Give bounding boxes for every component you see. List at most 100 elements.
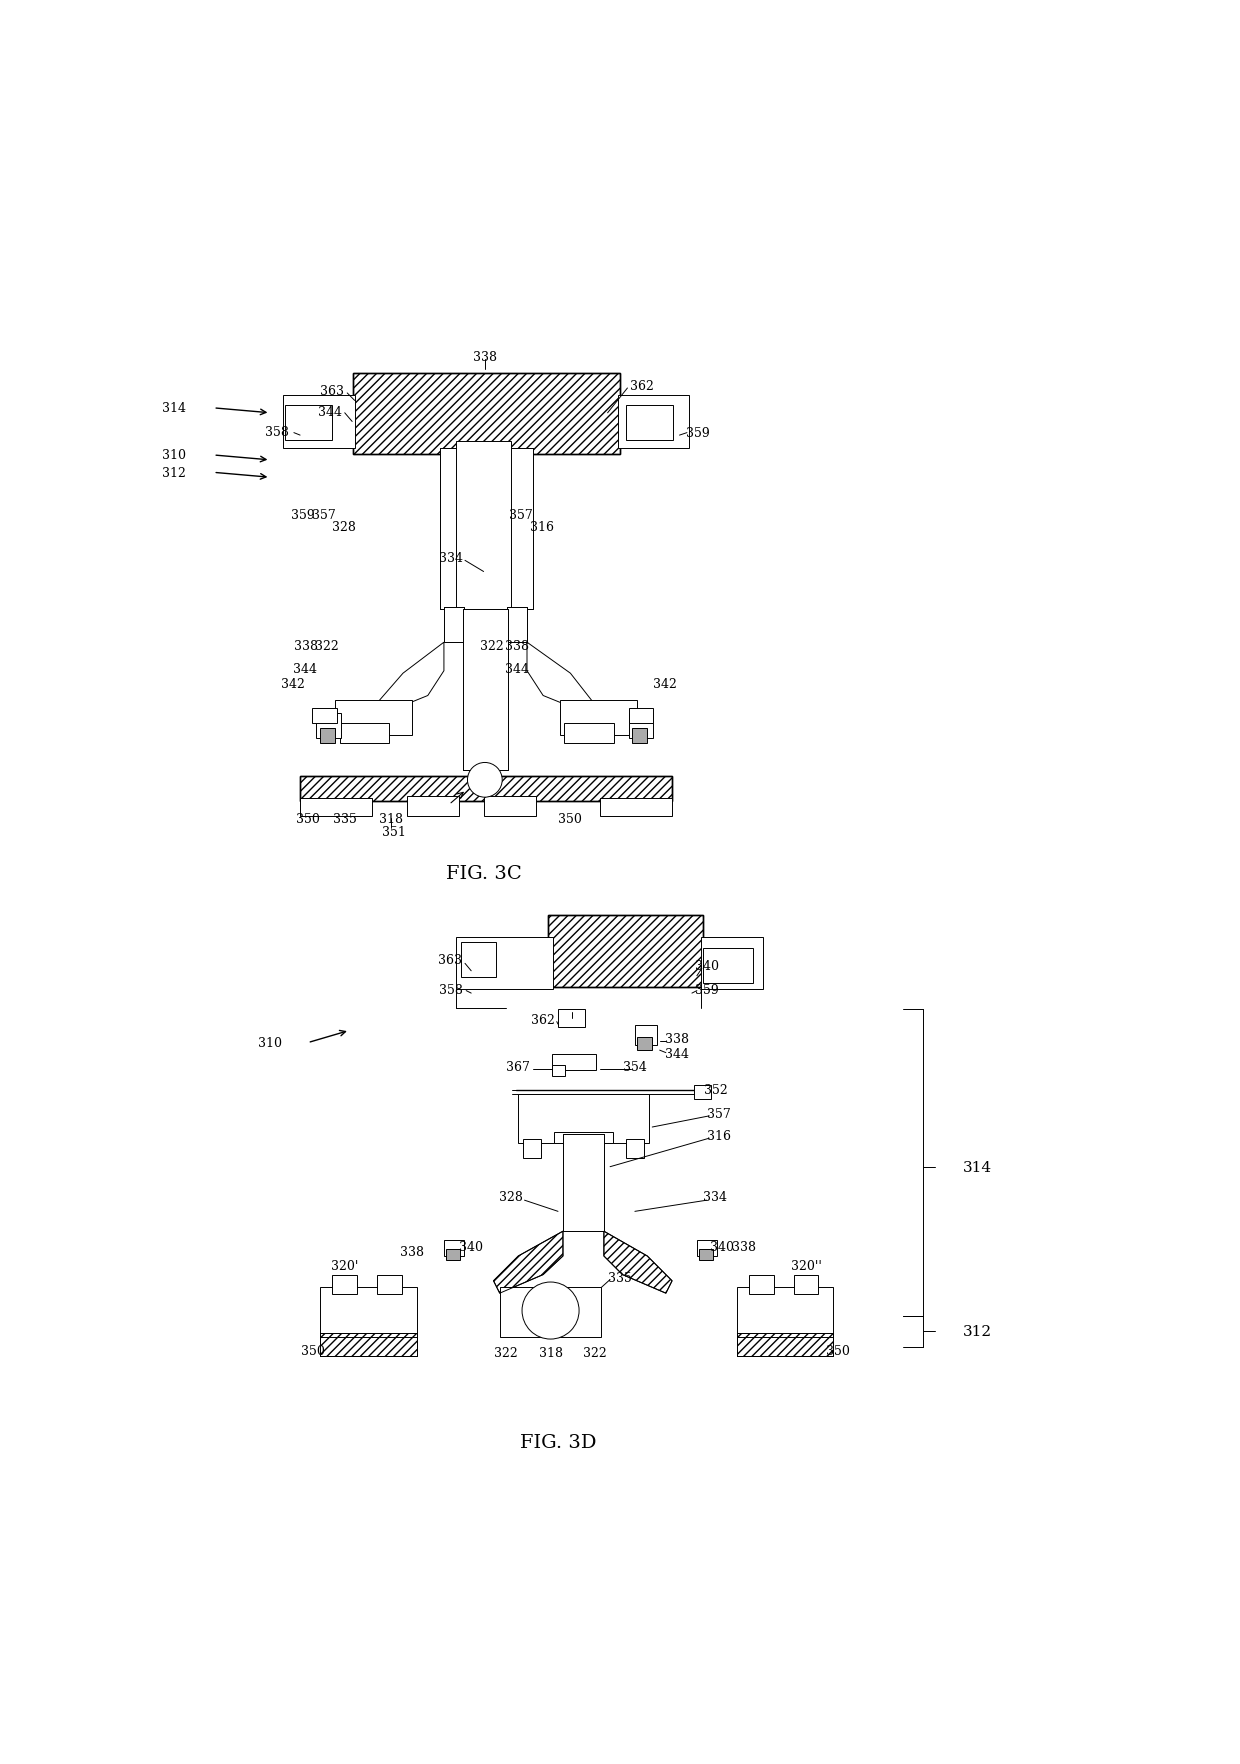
Polygon shape <box>527 642 593 714</box>
Text: 318: 318 <box>538 1346 563 1360</box>
Bar <box>335 700 412 736</box>
Bar <box>552 1055 596 1071</box>
Bar <box>697 1240 717 1256</box>
Text: 340: 340 <box>459 1240 484 1252</box>
Bar <box>626 1140 644 1159</box>
Text: 335: 335 <box>608 1270 632 1284</box>
Text: 358: 358 <box>264 425 289 439</box>
Bar <box>794 1275 818 1295</box>
Text: 338: 338 <box>472 351 497 365</box>
Text: 357: 357 <box>508 508 533 522</box>
Bar <box>316 713 341 739</box>
Bar <box>749 1275 774 1295</box>
Polygon shape <box>378 642 444 714</box>
Bar <box>699 1249 713 1259</box>
Text: 328: 328 <box>331 520 356 534</box>
Text: FIG. 3C: FIG. 3C <box>445 864 522 882</box>
Text: 340: 340 <box>694 960 719 972</box>
Text: 357: 357 <box>707 1108 732 1120</box>
Text: 322: 322 <box>315 640 340 653</box>
Text: 350: 350 <box>295 811 320 826</box>
Bar <box>703 949 753 984</box>
Bar <box>518 1094 649 1143</box>
Bar <box>456 938 553 990</box>
Bar <box>332 1275 357 1295</box>
Text: 350: 350 <box>826 1344 851 1357</box>
Bar <box>320 729 335 743</box>
Bar <box>563 1134 604 1231</box>
Bar <box>456 443 511 633</box>
Bar <box>300 776 672 801</box>
Bar <box>629 713 653 739</box>
Text: 350: 350 <box>300 1344 325 1357</box>
Text: 367: 367 <box>506 1060 531 1073</box>
Bar <box>377 1275 402 1295</box>
Text: 320'': 320'' <box>791 1259 821 1272</box>
Bar <box>737 1334 833 1357</box>
Text: 322: 322 <box>583 1346 608 1360</box>
Text: 320': 320' <box>331 1259 358 1272</box>
Bar <box>484 797 536 817</box>
Text: 357: 357 <box>311 508 336 522</box>
Text: 359: 359 <box>694 983 719 997</box>
Text: FIG. 3D: FIG. 3D <box>520 1432 596 1452</box>
Text: 362: 362 <box>531 1013 556 1027</box>
Text: 314: 314 <box>161 402 186 415</box>
Bar <box>600 799 672 817</box>
Bar <box>701 938 763 990</box>
Text: 344: 344 <box>505 662 529 676</box>
Bar <box>632 729 647 743</box>
Bar <box>463 609 508 771</box>
Text: 338: 338 <box>401 1245 424 1258</box>
Text: 316: 316 <box>529 520 554 534</box>
Text: 314: 314 <box>962 1161 992 1175</box>
Text: 350: 350 <box>558 811 583 826</box>
Text: 338: 338 <box>665 1034 689 1046</box>
Bar <box>340 723 389 743</box>
Text: 351: 351 <box>382 826 407 840</box>
Text: 312: 312 <box>962 1325 992 1339</box>
Text: 359: 359 <box>686 427 711 439</box>
Bar <box>463 609 508 771</box>
Bar <box>312 709 337 723</box>
Bar <box>407 797 459 817</box>
Text: 342: 342 <box>652 677 677 690</box>
Bar <box>507 609 527 642</box>
Bar <box>353 374 620 455</box>
Text: 322: 322 <box>480 640 505 653</box>
Bar <box>440 448 533 609</box>
Bar <box>564 723 614 743</box>
Bar <box>500 1288 601 1337</box>
Text: 316: 316 <box>707 1129 732 1143</box>
Bar <box>618 397 689 448</box>
Bar <box>635 1025 657 1046</box>
Text: 359: 359 <box>290 508 315 522</box>
Text: 322: 322 <box>494 1346 518 1360</box>
Bar <box>554 1132 613 1143</box>
Bar <box>320 1288 417 1337</box>
Bar <box>694 1085 711 1099</box>
Bar <box>523 1140 541 1159</box>
Bar <box>440 448 533 609</box>
Bar <box>444 609 464 642</box>
Text: 334: 334 <box>703 1191 728 1203</box>
Bar <box>560 700 637 736</box>
Bar <box>320 1334 417 1357</box>
Bar <box>548 916 703 988</box>
Bar <box>300 776 672 801</box>
Text: 363: 363 <box>438 954 463 967</box>
Text: 328: 328 <box>498 1191 523 1203</box>
Bar <box>563 1134 604 1231</box>
Text: 338: 338 <box>505 640 529 653</box>
Bar <box>353 374 620 455</box>
Text: 358: 358 <box>439 983 464 997</box>
Text: 310: 310 <box>258 1037 283 1050</box>
Bar <box>444 609 464 642</box>
Bar <box>737 1288 833 1337</box>
Bar <box>626 406 673 441</box>
Bar <box>637 1037 652 1051</box>
Text: 344: 344 <box>665 1048 689 1060</box>
Text: 312: 312 <box>161 466 186 480</box>
Circle shape <box>522 1282 579 1339</box>
Bar <box>320 1334 417 1357</box>
